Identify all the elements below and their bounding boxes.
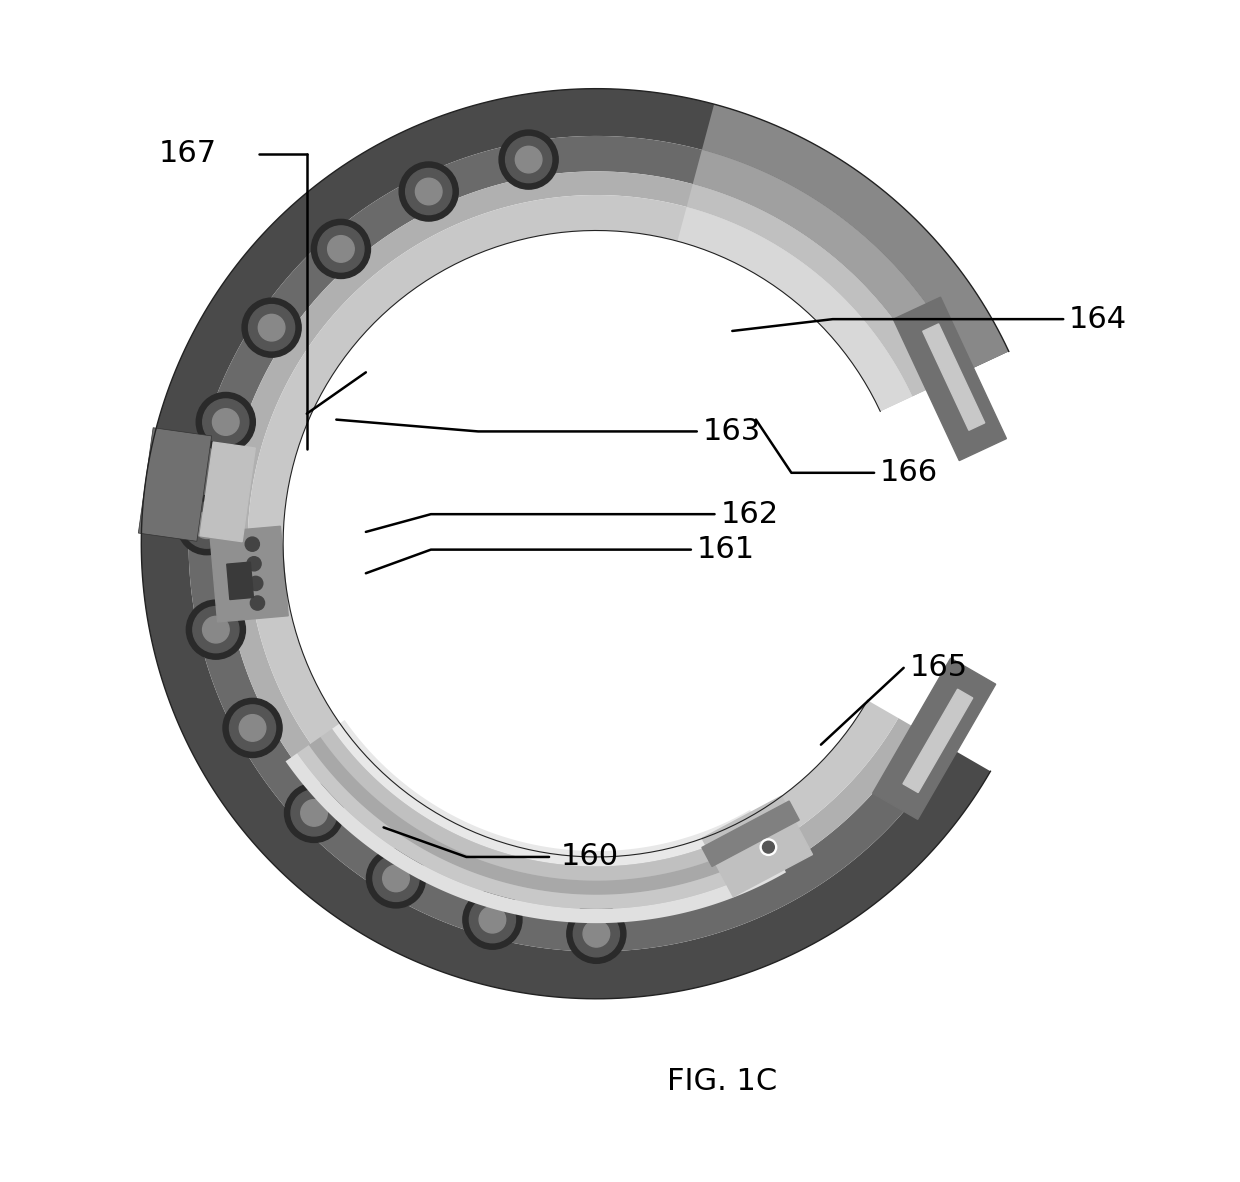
Circle shape: [177, 495, 237, 554]
Polygon shape: [309, 736, 771, 895]
Circle shape: [506, 137, 552, 183]
Polygon shape: [702, 795, 812, 897]
Text: 164: 164: [1069, 305, 1127, 333]
Circle shape: [184, 502, 229, 548]
Polygon shape: [248, 195, 913, 892]
Circle shape: [573, 910, 620, 957]
Polygon shape: [200, 442, 255, 541]
Circle shape: [405, 169, 451, 215]
Circle shape: [760, 839, 776, 856]
Text: 166: 166: [880, 459, 939, 487]
Circle shape: [250, 596, 264, 610]
Circle shape: [317, 226, 365, 272]
Text: 161: 161: [697, 535, 755, 564]
Circle shape: [373, 856, 419, 902]
Polygon shape: [693, 150, 966, 387]
Circle shape: [193, 606, 239, 652]
Polygon shape: [285, 753, 786, 923]
Circle shape: [229, 704, 275, 751]
Polygon shape: [677, 207, 913, 411]
Text: 163: 163: [703, 417, 761, 446]
Circle shape: [415, 178, 441, 204]
Circle shape: [242, 298, 301, 357]
Polygon shape: [702, 104, 1009, 371]
Text: 160: 160: [560, 843, 619, 871]
Circle shape: [763, 842, 774, 853]
Polygon shape: [687, 184, 934, 396]
Polygon shape: [332, 720, 758, 866]
Polygon shape: [873, 658, 996, 819]
Polygon shape: [227, 563, 253, 599]
Circle shape: [516, 147, 542, 173]
Circle shape: [196, 392, 255, 452]
Polygon shape: [141, 89, 1009, 999]
Circle shape: [193, 512, 219, 539]
Circle shape: [327, 235, 355, 262]
Polygon shape: [903, 689, 972, 793]
Circle shape: [470, 897, 516, 943]
Circle shape: [223, 699, 281, 758]
Circle shape: [583, 921, 610, 947]
Circle shape: [186, 600, 246, 660]
Polygon shape: [298, 745, 779, 909]
Text: 165: 165: [910, 654, 967, 682]
Text: 167: 167: [159, 139, 217, 168]
Polygon shape: [188, 136, 966, 952]
Circle shape: [567, 904, 626, 963]
Circle shape: [258, 314, 285, 340]
Polygon shape: [702, 801, 800, 866]
Circle shape: [239, 715, 265, 741]
Circle shape: [212, 409, 239, 435]
Polygon shape: [923, 324, 985, 430]
Circle shape: [202, 400, 249, 446]
Circle shape: [248, 305, 295, 351]
Circle shape: [399, 162, 459, 221]
Circle shape: [498, 130, 558, 189]
Circle shape: [247, 557, 262, 571]
Circle shape: [383, 865, 409, 891]
Text: FIG. 1C: FIG. 1C: [667, 1067, 777, 1096]
Polygon shape: [139, 428, 212, 541]
Circle shape: [284, 784, 343, 843]
Polygon shape: [320, 729, 765, 881]
Circle shape: [202, 616, 229, 643]
Polygon shape: [224, 171, 934, 916]
Circle shape: [463, 890, 522, 949]
Circle shape: [249, 577, 263, 591]
Polygon shape: [893, 297, 1007, 461]
Circle shape: [301, 799, 327, 826]
Circle shape: [479, 907, 506, 933]
Circle shape: [246, 537, 259, 551]
Text: 162: 162: [720, 500, 779, 528]
Circle shape: [367, 849, 425, 908]
Polygon shape: [210, 526, 288, 622]
Circle shape: [311, 220, 371, 279]
Circle shape: [291, 790, 337, 836]
